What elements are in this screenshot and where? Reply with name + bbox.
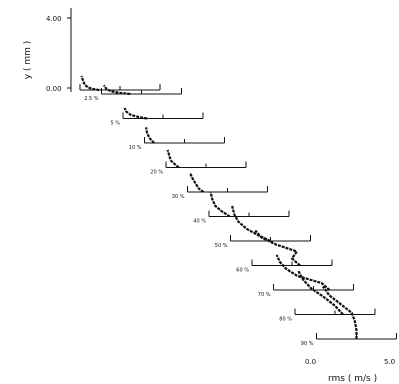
y-tick-label-top: 4.00	[46, 15, 62, 23]
x-tick-label-0: 0.0	[305, 358, 316, 366]
profile-station-11: 90 %	[301, 285, 397, 347]
profile-station-10: 80 %	[279, 270, 376, 323]
profile-label: 2.5 %	[84, 96, 99, 102]
profile-station-8: 60 %	[236, 229, 333, 274]
y-tick-label-zero: 0.00	[46, 85, 62, 93]
profile-curve	[254, 229, 301, 267]
profile-label: 70 %	[258, 292, 271, 298]
profile-station-7: 50 %	[215, 205, 311, 249]
profile-label: 90 %	[301, 341, 314, 347]
profile-label: 80 %	[279, 317, 292, 323]
profile-label: 50 %	[215, 243, 228, 249]
profile-label: 5 %	[110, 121, 120, 127]
profile-station-1: 2.5 %	[84, 84, 182, 102]
profile-curve	[322, 285, 358, 339]
profile-curve	[231, 205, 271, 242]
profile-curve	[188, 172, 205, 193]
profile-station-0	[79, 75, 161, 92]
profile-curve	[166, 149, 180, 169]
profile-station-9: 70 %	[258, 254, 354, 298]
velocity-profiles: 2.5 % 5 % 10 % 20 % 30 % 40 % 50 % 60 % 70 % 80 %…	[79, 75, 397, 347]
x-axis-label: rms ( m/s )	[328, 374, 377, 384]
profile-station-4: 20 %	[150, 149, 247, 176]
profile-curve	[123, 107, 148, 120]
profile-curve	[209, 191, 231, 218]
profile-curve	[275, 254, 331, 291]
profile-curve	[145, 127, 155, 144]
profile-curve	[297, 270, 344, 316]
profile-station-6: 40 %	[193, 191, 290, 225]
profile-label: 30 %	[172, 194, 185, 200]
profile-label: 10 %	[129, 145, 142, 151]
profile-station-5: 30 %	[172, 172, 268, 200]
y-axis-label: y ( mm )	[23, 41, 33, 79]
x-tick-label-5: 5.0	[384, 358, 395, 366]
profile-label: 60 %	[236, 268, 249, 274]
main-axes: 4.00 0.00 y ( mm ) 0.0 5.0 rms ( m/s )	[23, 8, 395, 384]
profile-curve	[102, 84, 131, 96]
profile-station-3: 10 %	[129, 127, 225, 151]
profile-label: 40 %	[193, 219, 206, 225]
profile-label: 20 %	[150, 170, 163, 176]
profile-curve	[80, 75, 100, 92]
profile-station-2: 5 %	[110, 107, 204, 127]
